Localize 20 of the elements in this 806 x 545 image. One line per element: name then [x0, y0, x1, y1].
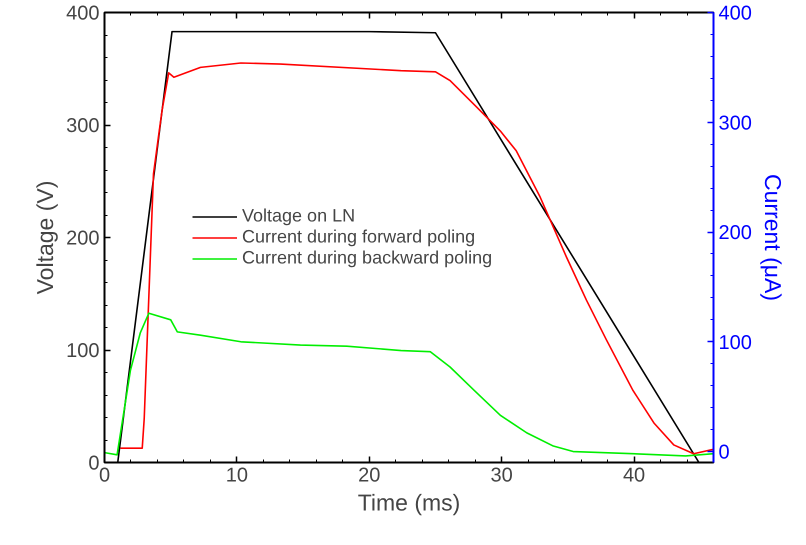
x-tick-label: 20: [358, 464, 380, 486]
y-axis-title: Voltage (V): [32, 180, 58, 294]
y2-tick-label: 100: [718, 332, 752, 354]
x-tick-label: 30: [490, 464, 513, 486]
line-series: [104, 312, 714, 457]
x-tick-label: 10: [226, 464, 248, 486]
legend-label: Current during forward poling: [242, 226, 476, 248]
y2-tick-label: 0: [718, 442, 730, 464]
y2-tick-label: 400: [718, 2, 752, 24]
legend-label: Voltage on LN: [242, 206, 356, 226]
x-axis-title: Time (ms): [358, 490, 460, 516]
y-tick-label: 200: [66, 228, 100, 250]
y-tick-label: 400: [66, 2, 100, 24]
x-tick-label: 40: [622, 464, 646, 486]
y2-tick-label: 300: [718, 112, 752, 134]
y2-axis-title: Current (μA): [760, 174, 786, 302]
y2-tick-label: 200: [718, 222, 752, 244]
y-tick-label: 100: [66, 340, 100, 362]
y-tick-label: 300: [66, 115, 100, 137]
legend-label: Current during backward poling: [242, 248, 492, 268]
